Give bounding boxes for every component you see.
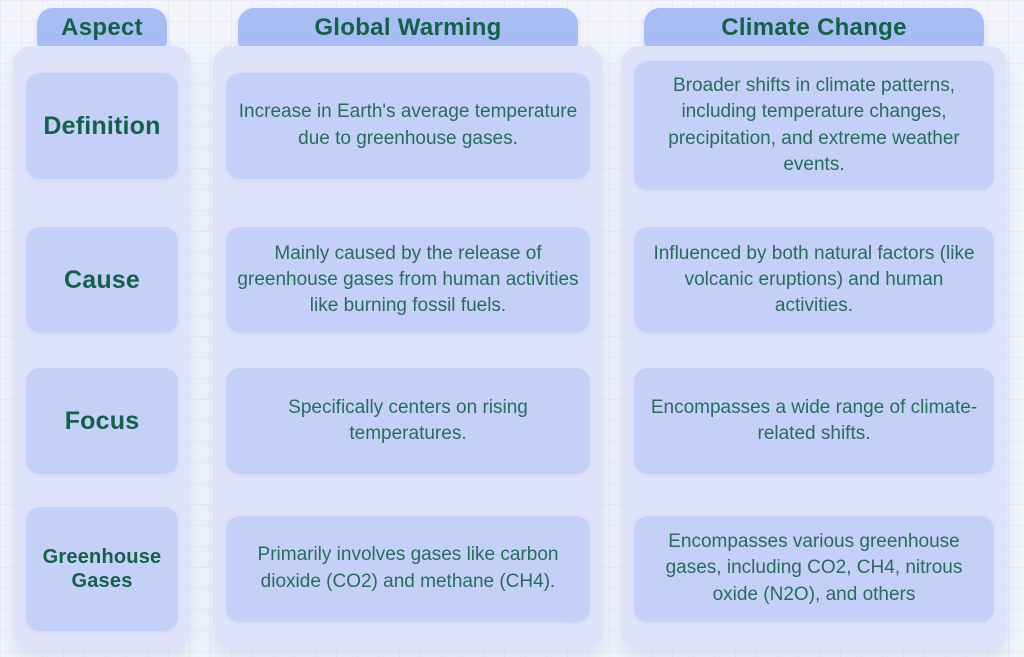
climate-change-cell-greenhouse-gases: Encompasses various greenhouse gases, in… bbox=[634, 515, 994, 622]
column-header-global-warming-label: Global Warming bbox=[314, 14, 502, 41]
aspect-label-definition: Definition bbox=[26, 72, 178, 179]
column-global-warming: Global Warming Increase in Earth's avera… bbox=[213, 0, 603, 650]
climate-change-row-cause: Influenced by both natural factors (like… bbox=[634, 205, 994, 355]
global-warming-panel: Increase in Earth's average temperature … bbox=[213, 46, 603, 650]
climate-change-row-definition: Broader shifts in climate patterns, incl… bbox=[634, 46, 994, 205]
aspect-row-greenhouse-gases: Greenhouse Gases bbox=[26, 487, 178, 650]
global-warming-cell-cause: Mainly caused by the release of greenhou… bbox=[226, 227, 590, 333]
climate-change-row-focus: Encompasses a wide range of climate-rela… bbox=[634, 355, 994, 487]
column-header-climate-change-label: Climate Change bbox=[721, 14, 907, 41]
aspect-label-focus: Focus bbox=[26, 368, 178, 474]
aspect-row-cause: Cause bbox=[26, 205, 178, 355]
global-warming-cell-focus: Specifically centers on rising temperatu… bbox=[226, 368, 590, 474]
global-warming-cell-greenhouse-gases: Primarily involves gases like carbon dio… bbox=[226, 515, 590, 622]
global-warming-row-greenhouse-gases: Primarily involves gases like carbon dio… bbox=[226, 487, 590, 650]
column-climate-change: Climate Change Broader shifts in climate… bbox=[621, 0, 1007, 650]
global-warming-row-cause: Mainly caused by the release of greenhou… bbox=[226, 205, 590, 355]
aspect-panel: Definition Cause Focus Greenhouse Gases bbox=[13, 46, 191, 650]
climate-change-cell-definition: Broader shifts in climate patterns, incl… bbox=[634, 61, 994, 190]
climate-change-row-greenhouse-gases: Encompasses various greenhouse gases, in… bbox=[634, 487, 994, 650]
aspect-row-focus: Focus bbox=[26, 355, 178, 487]
climate-change-cell-focus: Encompasses a wide range of climate-rela… bbox=[634, 368, 994, 474]
aspect-label-greenhouse-gases: Greenhouse Gases bbox=[26, 506, 178, 631]
climate-change-cell-cause: Influenced by both natural factors (like… bbox=[634, 227, 994, 333]
global-warming-row-focus: Specifically centers on rising temperatu… bbox=[226, 355, 590, 487]
aspect-label-cause: Cause bbox=[26, 227, 178, 333]
climate-change-panel: Broader shifts in climate patterns, incl… bbox=[621, 46, 1007, 650]
column-aspect: Aspect Definition Cause Focus Greenhouse… bbox=[13, 0, 191, 650]
aspect-row-definition: Definition bbox=[26, 46, 178, 205]
column-header-aspect-label: Aspect bbox=[61, 14, 143, 41]
global-warming-row-definition: Increase in Earth's average temperature … bbox=[226, 46, 590, 205]
global-warming-cell-definition: Increase in Earth's average temperature … bbox=[226, 72, 590, 179]
